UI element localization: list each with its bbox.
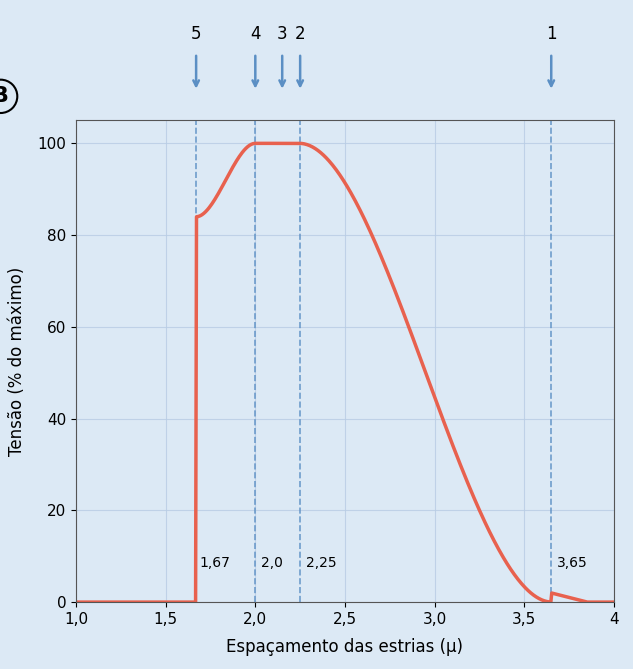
Y-axis label: Tensão (% do máximo): Tensão (% do máximo)	[8, 267, 26, 456]
Text: 2: 2	[295, 25, 306, 43]
Text: 3,65: 3,65	[556, 556, 587, 570]
Text: 5: 5	[191, 25, 201, 43]
Text: B: B	[0, 86, 9, 106]
Text: 1,67: 1,67	[199, 556, 230, 570]
Text: 1: 1	[546, 25, 556, 43]
X-axis label: Espaçamento das estrias (μ): Espaçamento das estrias (μ)	[227, 638, 463, 656]
Text: 2,0: 2,0	[261, 556, 282, 570]
Text: 2,25: 2,25	[306, 556, 336, 570]
Text: 3: 3	[277, 25, 287, 43]
Text: 4: 4	[250, 25, 261, 43]
